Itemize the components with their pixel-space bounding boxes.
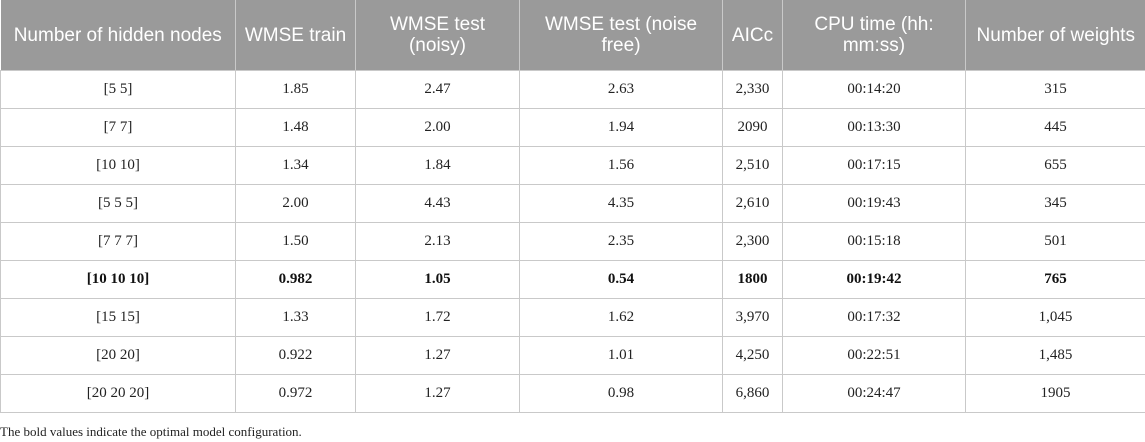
header-aicc: AICc [722, 0, 783, 71]
cell-hidden-nodes: [7 7] [0, 108, 236, 147]
cell-aicc: 2,300 [722, 222, 783, 261]
cell-hidden-nodes: [15 15] [0, 298, 236, 337]
header-wmse-test-noisy: WMSE test (noisy) [355, 0, 520, 71]
table-row: [10 10] 1.34 1.84 1.56 2,510 00:17:15 655 [0, 146, 1145, 185]
cell-wmse-train: 0.982 [235, 260, 356, 299]
cell-number-of-weights: 765 [965, 260, 1145, 299]
cell-aicc: 2,610 [722, 184, 783, 223]
table-row: [7 7 7] 1.50 2.13 2.35 2,300 00:15:18 501 [0, 222, 1145, 261]
cell-aicc: 2090 [722, 108, 783, 147]
cell-number-of-weights: 345 [965, 184, 1145, 223]
cell-aicc: 2,330 [722, 70, 783, 109]
table-row: [15 15] 1.33 1.72 1.62 3,970 00:17:32 1,045 [0, 298, 1145, 337]
cell-hidden-nodes: [10 10 10] [0, 260, 236, 299]
cell-cpu-time: 00:19:42 [782, 260, 966, 299]
header-hidden-nodes: Number of hidden nodes [0, 0, 236, 71]
cell-aicc: 6,860 [722, 374, 783, 413]
cell-wmse-train: 0.922 [235, 336, 356, 375]
cell-number-of-weights: 1905 [965, 374, 1145, 413]
cell-wmse-train: 1.85 [235, 70, 356, 109]
cell-wmse-test-noisy: 1.27 [355, 374, 520, 413]
cell-cpu-time: 00:19:43 [782, 184, 966, 223]
cell-wmse-train: 1.33 [235, 298, 356, 337]
table-row: [20 20 20] 0.972 1.27 0.98 6,860 00:24:47 1905 [0, 374, 1145, 413]
cell-number-of-weights: 315 [965, 70, 1145, 109]
table-row: [5 5 5] 2.00 4.43 4.35 2,610 00:19:43 345 [0, 184, 1145, 223]
header-number-of-weights: Number of weights [965, 0, 1145, 71]
cell-wmse-train: 2.00 [235, 184, 356, 223]
cell-wmse-test-noisy: 1.72 [355, 298, 520, 337]
cell-wmse-test-noise-free: 2.35 [519, 222, 723, 261]
cell-wmse-test-noisy: 1.27 [355, 336, 520, 375]
header-wmse-test-noise-free: WMSE test (noise free) [519, 0, 723, 71]
cell-cpu-time: 00:15:18 [782, 222, 966, 261]
cell-aicc: 4,250 [722, 336, 783, 375]
table-footnote: The bold values indicate the optimal mod… [0, 424, 302, 439]
cell-wmse-test-noisy: 2.00 [355, 108, 520, 147]
cell-cpu-time: 00:24:47 [782, 374, 966, 413]
cell-cpu-time: 00:13:30 [782, 108, 966, 147]
header-row: Number of hidden nodes WMSE train WMSE t… [0, 0, 1145, 71]
table-row: [10 10 10] 0.982 1.05 0.54 1800 00:19:42 765 [0, 260, 1145, 299]
cell-wmse-test-noise-free: 4.35 [519, 184, 723, 223]
cell-cpu-time: 00:17:15 [782, 146, 966, 185]
header-wmse-train: WMSE train [235, 0, 356, 71]
cell-wmse-train: 0.972 [235, 374, 356, 413]
cell-hidden-nodes: [5 5 5] [0, 184, 236, 223]
cell-number-of-weights: 1,045 [965, 298, 1145, 337]
results-table: Number of hidden nodes WMSE train WMSE t… [0, 0, 1145, 413]
cell-wmse-train: 1.50 [235, 222, 356, 261]
cell-aicc: 2,510 [722, 146, 783, 185]
cell-wmse-test-noisy: 2.13 [355, 222, 520, 261]
cell-wmse-test-noise-free: 2.63 [519, 70, 723, 109]
table-row: [20 20] 0.922 1.27 1.01 4,250 00:22:51 1,485 [0, 336, 1145, 375]
table-row: [5 5] 1.85 2.47 2.63 2,330 00:14:20 315 [0, 70, 1145, 109]
cell-wmse-test-noise-free: 1.56 [519, 146, 723, 185]
cell-wmse-test-noisy: 4.43 [355, 184, 520, 223]
cell-aicc: 3,970 [722, 298, 783, 337]
cell-wmse-test-noise-free: 1.01 [519, 336, 723, 375]
cell-wmse-test-noise-free: 1.62 [519, 298, 723, 337]
cell-wmse-test-noisy: 1.84 [355, 146, 520, 185]
table-body: [5 5] 1.85 2.47 2.63 2,330 00:14:20 315 [7 7] 1.… [0, 70, 1145, 413]
cell-number-of-weights: 1,485 [965, 336, 1145, 375]
cell-wmse-test-noise-free: 1.94 [519, 108, 723, 147]
cell-wmse-test-noise-free: 0.98 [519, 374, 723, 413]
cell-number-of-weights: 501 [965, 222, 1145, 261]
cell-number-of-weights: 655 [965, 146, 1145, 185]
cell-wmse-train: 1.48 [235, 108, 356, 147]
cell-hidden-nodes: [5 5] [0, 70, 236, 109]
cell-hidden-nodes: [10 10] [0, 146, 236, 185]
cell-cpu-time: 00:17:32 [782, 298, 966, 337]
cell-number-of-weights: 445 [965, 108, 1145, 147]
cell-wmse-train: 1.34 [235, 146, 356, 185]
cell-aicc: 1800 [722, 260, 783, 299]
cell-cpu-time: 00:14:20 [782, 70, 966, 109]
header-cpu-time: CPU time (hh: mm:ss) [782, 0, 966, 71]
cell-wmse-test-noisy: 1.05 [355, 260, 520, 299]
cell-hidden-nodes: [20 20] [0, 336, 236, 375]
cell-wmse-test-noise-free: 0.54 [519, 260, 723, 299]
cell-hidden-nodes: [20 20 20] [0, 374, 236, 413]
cell-wmse-test-noisy: 2.47 [355, 70, 520, 109]
table-row: [7 7] 1.48 2.00 1.94 2090 00:13:30 445 [0, 108, 1145, 147]
cell-cpu-time: 00:22:51 [782, 336, 966, 375]
cell-hidden-nodes: [7 7 7] [0, 222, 236, 261]
